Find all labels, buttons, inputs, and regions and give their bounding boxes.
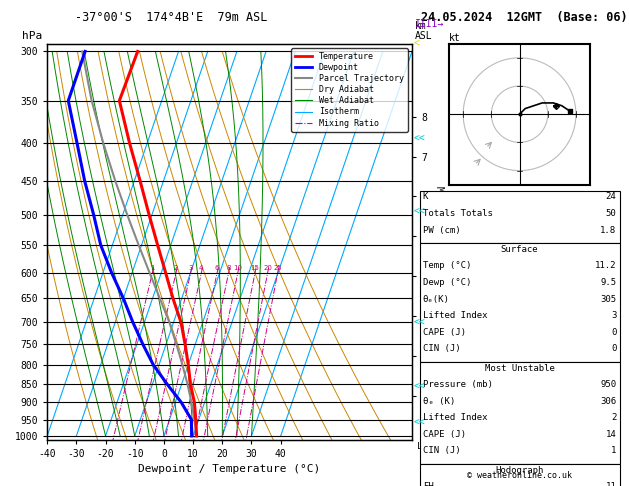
Text: 24: 24 — [606, 192, 616, 202]
Text: 3: 3 — [188, 265, 193, 271]
Text: Most Unstable: Most Unstable — [484, 364, 555, 373]
Text: 10: 10 — [233, 265, 242, 271]
Text: θₑ (K): θₑ (K) — [423, 397, 455, 406]
Text: 9.5: 9.5 — [600, 278, 616, 287]
Text: CIN (J): CIN (J) — [423, 344, 460, 353]
Text: 24.05.2024  12GMT  (Base: 06): 24.05.2024 12GMT (Base: 06) — [421, 11, 628, 23]
Text: 11: 11 — [606, 482, 616, 486]
Text: CAPE (J): CAPE (J) — [423, 430, 465, 439]
Text: Surface: Surface — [501, 245, 538, 254]
Text: km
ASL: km ASL — [415, 20, 433, 41]
Text: -37°00'S  174°4B'E  79m ASL: -37°00'S 174°4B'E 79m ASL — [75, 11, 268, 23]
Text: CIN (J): CIN (J) — [423, 446, 460, 455]
Text: <<: << — [414, 317, 426, 328]
Text: Pressure (mb): Pressure (mb) — [423, 380, 493, 389]
Text: 6: 6 — [215, 265, 220, 271]
Text: 950: 950 — [600, 380, 616, 389]
Text: 306: 306 — [600, 397, 616, 406]
Text: <<: << — [414, 133, 426, 143]
Text: LCL: LCL — [418, 442, 433, 451]
Text: CAPE (J): CAPE (J) — [423, 328, 465, 337]
Text: <<: << — [414, 382, 426, 391]
Text: IIII→: IIII→ — [415, 19, 445, 29]
Text: 2: 2 — [611, 413, 616, 422]
Text: Lifted Index: Lifted Index — [423, 311, 487, 320]
Text: Dewp (°C): Dewp (°C) — [423, 278, 471, 287]
Text: 25: 25 — [273, 265, 282, 271]
Text: 20: 20 — [263, 265, 272, 271]
Text: Totals Totals: Totals Totals — [423, 209, 493, 218]
Text: 15: 15 — [250, 265, 259, 271]
Text: 11.2: 11.2 — [595, 261, 616, 271]
Text: © weatheronline.co.uk: © weatheronline.co.uk — [467, 471, 572, 480]
Y-axis label: Mixing Ratio (g/kg): Mixing Ratio (g/kg) — [433, 186, 443, 297]
Text: 1: 1 — [611, 446, 616, 455]
Text: 50: 50 — [606, 209, 616, 218]
Text: 0: 0 — [611, 328, 616, 337]
Text: 0: 0 — [611, 344, 616, 353]
Text: 1.8: 1.8 — [600, 226, 616, 235]
Text: EH: EH — [423, 482, 433, 486]
Text: K: K — [423, 192, 428, 202]
Text: θₑ(K): θₑ(K) — [423, 295, 450, 304]
Text: <<: << — [414, 207, 426, 217]
Text: hPa: hPa — [22, 31, 42, 41]
Text: kt: kt — [449, 33, 461, 43]
Text: 305: 305 — [600, 295, 616, 304]
Text: PW (cm): PW (cm) — [423, 226, 460, 235]
Text: 1: 1 — [150, 265, 155, 271]
X-axis label: Dewpoint / Temperature (°C): Dewpoint / Temperature (°C) — [138, 465, 321, 474]
Text: 4: 4 — [199, 265, 204, 271]
Text: Temp (°C): Temp (°C) — [423, 261, 471, 271]
Text: <<: << — [414, 418, 426, 428]
Text: <: < — [414, 39, 420, 49]
Text: Lifted Index: Lifted Index — [423, 413, 487, 422]
Text: 8: 8 — [226, 265, 231, 271]
Text: 3: 3 — [611, 311, 616, 320]
Text: 14: 14 — [606, 430, 616, 439]
Legend: Temperature, Dewpoint, Parcel Trajectory, Dry Adiabat, Wet Adiabat, Isotherm, Mi: Temperature, Dewpoint, Parcel Trajectory… — [291, 48, 408, 132]
Text: 2: 2 — [174, 265, 178, 271]
Text: Hodograph: Hodograph — [496, 466, 543, 475]
